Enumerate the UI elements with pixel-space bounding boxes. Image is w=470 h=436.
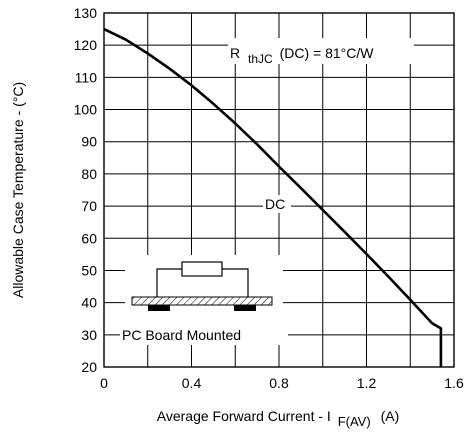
y-axis-title: Allowable Case Temperature - (°C) (10, 82, 26, 298)
y-tick-label: 50 (81, 262, 97, 278)
series-dc (103, 27, 443, 367)
x-tick-label: 0.4 (182, 375, 202, 391)
y-tick-label: 110 (75, 69, 98, 85)
component-lead-right (222, 268, 249, 297)
component-lead-left (156, 268, 182, 297)
x-tick-label: 1.2 (357, 375, 377, 391)
rth-value: (DC) = 81°C/W (280, 45, 375, 61)
dc-label: DC (265, 196, 285, 212)
rth-annotation: R thJC (DC) = 81°C/W (230, 45, 374, 66)
tick-labels: 20 30 40 50 60 70 80 90 100 110 120 130 0 0.4 0.8 1.2 1.… (74, 5, 464, 391)
y-tick-label: 20 (81, 359, 97, 375)
y-tick-label: 70 (81, 198, 97, 214)
rth-subscript: thJC (248, 52, 273, 66)
x-tick-label: 0.8 (269, 375, 289, 391)
component-body (181, 261, 223, 277)
pcb-label-bg (120, 325, 288, 345)
x-axis-title: Average Forward Current - I F(AV) (A) (157, 408, 399, 429)
y-tick-label: 130 (74, 5, 98, 21)
x-tick-label: 0 (100, 375, 108, 391)
solder-pad-right (234, 305, 256, 311)
y-tick-label: 30 (81, 327, 97, 343)
pc-board (131, 296, 273, 306)
pcb-diagram (125, 255, 283, 335)
x-axis-title-unit: (A) (381, 408, 400, 424)
series-line-dc (103, 27, 443, 367)
rth-annotation-bg (228, 38, 414, 64)
solder-pad-left (148, 305, 170, 311)
x-axis-title-main: Average Forward Current - I (157, 408, 331, 424)
y-tick-label: 100 (74, 102, 98, 118)
y-tick-label: 80 (81, 166, 97, 182)
rth-symbol: R (230, 45, 240, 61)
x-tick-label: 1.6 (444, 375, 464, 391)
pcb-label: PC Board Mounted (122, 327, 241, 343)
x-axis-title-sub: F(AV) (338, 414, 371, 429)
plot-frame (103, 12, 455, 368)
y-tick-label: 40 (81, 295, 97, 311)
y-tick-label: 90 (81, 134, 97, 150)
dc-label-bg (263, 195, 291, 213)
y-tick-label: 120 (74, 37, 98, 53)
y-tick-label: 60 (81, 230, 97, 246)
